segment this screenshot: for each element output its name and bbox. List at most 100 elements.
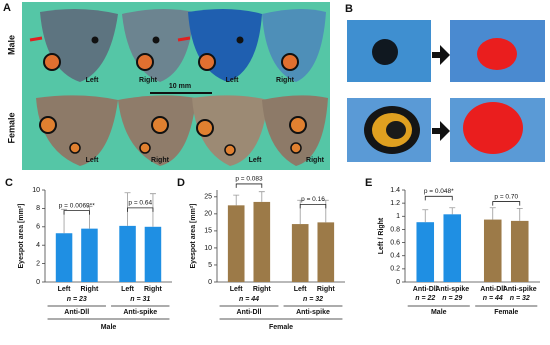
x-tick-label: Left bbox=[230, 286, 244, 293]
group-label: Anti-Dll bbox=[64, 309, 89, 316]
y-tick-label: 8 bbox=[36, 205, 40, 212]
side-label: Left bbox=[86, 157, 100, 164]
bar bbox=[483, 219, 502, 282]
x-tick-label: Right bbox=[81, 286, 100, 293]
bar bbox=[55, 233, 73, 282]
row-label: Male bbox=[6, 35, 16, 55]
p-value: p = 0.70 bbox=[494, 193, 518, 200]
scale-bar-label: 10 mm bbox=[169, 83, 191, 90]
y-tick-label: 0.6 bbox=[390, 239, 400, 246]
x-tick-label: Anti-spike bbox=[435, 286, 469, 293]
x-tick-label: Right bbox=[253, 286, 272, 293]
significance-bracket bbox=[63, 210, 90, 215]
bar bbox=[416, 222, 435, 282]
y-tick-label: 0.2 bbox=[390, 266, 400, 273]
group-label: Anti-Dll bbox=[237, 309, 262, 316]
side-label: Right bbox=[276, 77, 295, 84]
significance-bracket bbox=[424, 195, 453, 201]
sex-label: Female bbox=[269, 324, 293, 331]
y-tick-label: 0 bbox=[208, 279, 212, 286]
bar bbox=[317, 222, 335, 282]
side-label: Left bbox=[226, 77, 240, 84]
y-tick-label: 5 bbox=[208, 262, 212, 269]
y-axis-label: Eyespot area [mm²] bbox=[190, 204, 197, 269]
n-label: n = 22 bbox=[415, 295, 435, 302]
p-value: p = 0.0069** bbox=[59, 202, 95, 209]
bar bbox=[291, 224, 309, 282]
photo-b bbox=[347, 20, 545, 162]
n-label: n = 32 bbox=[510, 295, 530, 302]
y-tick-label: 4 bbox=[36, 242, 40, 249]
y-axis-label: Left / Right bbox=[378, 217, 385, 254]
significance-bracket bbox=[299, 203, 327, 209]
bar bbox=[81, 228, 98, 282]
x-tick-label: Right bbox=[144, 286, 163, 293]
significance-bracket bbox=[235, 183, 263, 188]
side-label: Right bbox=[139, 77, 158, 84]
error-bar bbox=[422, 209, 429, 223]
side-label: Left bbox=[86, 77, 100, 84]
error-bar bbox=[322, 199, 329, 223]
error-bar bbox=[516, 208, 523, 221]
panel-label: A bbox=[3, 2, 11, 14]
group-label: Male bbox=[431, 309, 447, 316]
x-tick-label: Right bbox=[317, 286, 336, 293]
y-tick-label: 1.2 bbox=[390, 200, 400, 207]
y-tick-label: 15 bbox=[204, 228, 212, 235]
group-label: Female bbox=[494, 309, 518, 316]
row-label: Female bbox=[6, 112, 16, 143]
n-label: n = 29 bbox=[442, 295, 462, 302]
y-tick-label: 20 bbox=[204, 211, 212, 218]
p-value: p = 0.64 bbox=[128, 200, 152, 207]
y-tick-label: 2 bbox=[36, 260, 40, 267]
side-label: Right bbox=[151, 157, 170, 164]
significance-bracket bbox=[127, 207, 154, 212]
p-value: p = 0.048* bbox=[424, 188, 454, 195]
panel-label: B bbox=[345, 3, 353, 15]
wings-male bbox=[29, 8, 326, 82]
bar bbox=[443, 214, 462, 282]
significance-bracket bbox=[492, 201, 521, 206]
error-bar bbox=[449, 207, 456, 215]
p-value: p = 0.083 bbox=[235, 176, 263, 183]
group-label: Anti-spike bbox=[296, 309, 330, 316]
n-label: n = 23 bbox=[67, 296, 87, 303]
y-tick-label: 6 bbox=[36, 224, 40, 231]
bar bbox=[510, 220, 529, 282]
p-value: p = 0.16 bbox=[301, 196, 325, 203]
y-axis-label: Eyespot area [mm²] bbox=[18, 204, 25, 269]
error-bar bbox=[489, 207, 496, 220]
side-label: Left bbox=[249, 157, 263, 164]
group-label: Anti-spike bbox=[123, 309, 157, 316]
x-tick-label: Anti-Dll bbox=[413, 286, 438, 293]
y-tick-label: 1 bbox=[396, 213, 400, 220]
bar bbox=[119, 225, 136, 282]
side-label: Right bbox=[306, 157, 325, 164]
y-tick-label: 0 bbox=[396, 279, 400, 286]
n-label: n = 44 bbox=[239, 296, 259, 303]
n-label: n = 44 bbox=[483, 295, 503, 302]
error-bar bbox=[86, 206, 93, 229]
x-tick-label: Anti-Dll bbox=[480, 286, 505, 293]
y-tick-label: 10 bbox=[32, 187, 40, 194]
n-label: n = 31 bbox=[130, 296, 150, 303]
wings-female bbox=[36, 95, 328, 166]
y-tick-label: 0.4 bbox=[390, 253, 400, 260]
y-tick-label: 0 bbox=[36, 279, 40, 286]
x-tick-label: Left bbox=[121, 286, 135, 293]
y-tick-label: 10 bbox=[204, 245, 212, 252]
y-tick-label: 25 bbox=[204, 194, 212, 201]
bar bbox=[144, 226, 162, 282]
x-tick-label: Anti-spike bbox=[503, 286, 537, 293]
panel-label: E bbox=[365, 177, 372, 189]
y-tick-label: 1.4 bbox=[390, 187, 400, 194]
error-bar bbox=[233, 194, 240, 206]
y-tick-label: 0.8 bbox=[390, 226, 400, 233]
sex-label: Male bbox=[101, 324, 117, 331]
bar bbox=[253, 201, 271, 282]
x-tick-label: Left bbox=[294, 286, 308, 293]
panel-label: C bbox=[5, 177, 13, 189]
error-bar bbox=[258, 191, 265, 202]
n-label: n = 32 bbox=[303, 296, 323, 303]
